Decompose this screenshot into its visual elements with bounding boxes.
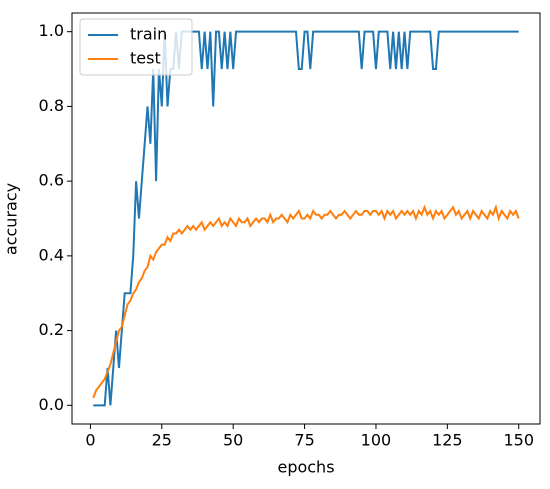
y-tick-label: 0.2 <box>39 320 64 339</box>
x-tick-label: 100 <box>361 431 392 450</box>
y-tick-label: 0.0 <box>39 395 64 414</box>
plot-frame <box>71 12 541 425</box>
x-tick-label: 125 <box>432 431 463 450</box>
series-line <box>92 203 520 399</box>
series-line <box>93 30 519 407</box>
y-tick-label: 1.0 <box>39 21 64 40</box>
legend-label: train <box>130 25 167 44</box>
x-tick-label: 75 <box>294 431 314 450</box>
x-tick-label: 0 <box>85 431 95 450</box>
y-tick-label: 0.6 <box>39 171 64 190</box>
x-tick-label: 150 <box>503 431 534 450</box>
y-tick-label: 0.4 <box>39 245 64 264</box>
x-tick-label: 50 <box>223 431 243 450</box>
legend-box <box>79 18 193 76</box>
y-axis-label: accuracy <box>2 183 21 255</box>
y-tick-label: 0.8 <box>39 96 64 115</box>
x-tick-label: 25 <box>152 431 172 450</box>
legend-label: test <box>130 49 161 68</box>
x-axis-label: epochs <box>277 458 334 477</box>
